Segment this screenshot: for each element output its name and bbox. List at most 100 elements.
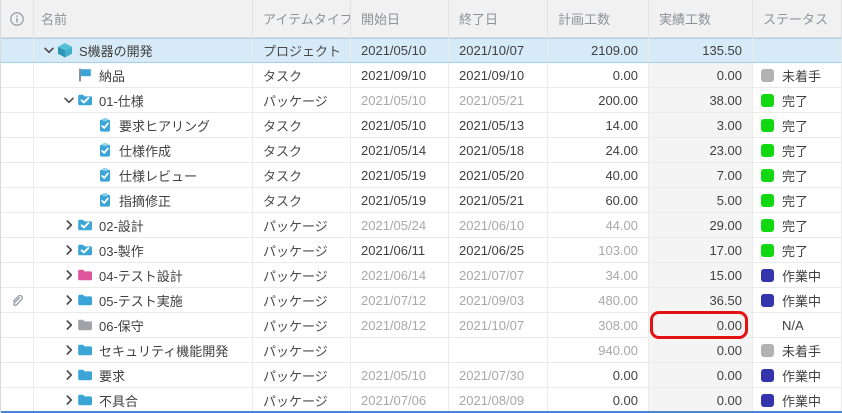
table-row[interactable]: 要求ヒアリング タスク 2021/05/10 2021/05/13 14.00 3.00 完… — [1, 113, 842, 138]
column-header-name[interactable]: 名前 — [34, 0, 253, 37]
item-name[interactable]: 指摘修正 — [119, 193, 172, 209]
item-type-cell: タスク — [253, 188, 351, 212]
table-row[interactable]: 05-テスト実施 パッケージ 2021/07/12 2021/09/03 480.00 3… — [1, 288, 842, 313]
end-date-cell: 2021/05/21 — [449, 188, 548, 212]
status-cell: 未着手 — [753, 338, 842, 362]
table-row[interactable]: 06-保守 パッケージ 2021/08/12 2021/10/07 308.00 0.00… — [1, 311, 842, 339]
start-date-cell: 2021/05/10 — [351, 38, 449, 62]
table-row[interactable]: 04-テスト設計 パッケージ 2021/06/14 2021/07/07 34.00 15… — [1, 263, 842, 288]
start-date-cell: 2021/05/14 — [351, 138, 449, 162]
row-gutter-cell — [1, 263, 34, 287]
status-color-swatch — [761, 293, 774, 307]
status-label: 完了 — [782, 118, 809, 134]
item-name-cell: 不具合 — [34, 388, 253, 412]
table-row[interactable]: 不具合 パッケージ 2021/07/06 2021/08/09 0.00 0.00 作業中 — [1, 388, 842, 413]
column-header-planned-hours[interactable]: 計画工数 — [548, 0, 649, 37]
item-name-cell: 04-テスト設計 — [34, 263, 253, 287]
table-row[interactable]: 納品 タスク 2021/09/10 2021/09/10 0.00 0.00 未着手 — [1, 63, 842, 88]
status-label: 完了 — [782, 168, 809, 184]
annotation-red-box — [650, 311, 748, 339]
status-label: 未着手 — [782, 68, 822, 84]
planned-hours-cell: 40.00 — [548, 163, 649, 187]
end-date-cell: 2021/10/07 — [449, 313, 548, 337]
row-gutter-cell — [1, 363, 34, 387]
item-name[interactable]: 03-製作 — [99, 243, 144, 259]
actual-hours-cell: 135.50 — [649, 38, 753, 62]
item-name[interactable]: 要求 — [99, 368, 126, 384]
task-clipboard-icon — [97, 117, 113, 133]
item-type-cell: パッケージ — [253, 388, 351, 412]
item-name[interactable]: 04-テスト設計 — [99, 268, 183, 284]
item-name[interactable]: 仕様作成 — [119, 143, 172, 159]
chevron-right-icon[interactable] — [61, 217, 77, 233]
end-date-cell: 2021/07/30 — [449, 363, 548, 387]
table-row[interactable]: 01-仕様 パッケージ 2021/05/10 2021/05/21 200.00 38.0… — [1, 88, 842, 113]
end-date-cell: 2021/10/07 — [449, 38, 548, 62]
bottom-scroll-bar[interactable] — [1, 411, 842, 413]
chevron-right-icon[interactable] — [61, 317, 77, 333]
chevron-right-icon[interactable] — [61, 392, 77, 408]
end-date-cell: 2021/05/21 — [449, 88, 548, 112]
chevron-right-icon[interactable] — [61, 342, 77, 358]
item-name-cell: 指摘修正 — [34, 188, 253, 212]
item-name[interactable]: 不具合 — [99, 393, 139, 409]
planned-hours-cell: 200.00 — [548, 88, 649, 112]
chevron-slot-empty — [81, 117, 97, 133]
task-clipboard-icon — [97, 192, 113, 208]
planned-hours-cell: 0.00 — [548, 363, 649, 387]
item-name[interactable]: 01-仕様 — [99, 93, 144, 109]
item-name-cell: 05-テスト実施 — [34, 288, 253, 312]
folder-blue-icon — [77, 292, 93, 308]
planned-hours-cell: 14.00 — [548, 113, 649, 137]
table-row[interactable]: 03-製作 パッケージ 2021/06/11 2021/06/25 103.00 17.0… — [1, 238, 842, 263]
folder-gray-icon — [77, 317, 93, 333]
column-header-item-type[interactable]: アイテムタイプ — [253, 0, 351, 37]
item-name-cell: 02-設計 — [34, 213, 253, 237]
column-header-actual-hours[interactable]: 実績工数 — [649, 0, 753, 37]
actual-hours-cell: 0.00 — [649, 388, 753, 412]
column-header-status[interactable]: ステータス — [753, 0, 842, 37]
attachment-paperclip-icon[interactable] — [9, 292, 25, 308]
status-color-swatch — [761, 393, 774, 407]
item-name[interactable]: 02-設計 — [99, 218, 144, 234]
column-header-start-date[interactable]: 開始日 — [351, 0, 449, 37]
status-color-swatch — [761, 243, 774, 257]
item-name[interactable]: 要求ヒアリング — [119, 118, 211, 134]
item-name[interactable]: セキュリティ機能開発 — [99, 343, 229, 359]
status-label: N/A — [782, 317, 804, 333]
item-name-cell: 03-製作 — [34, 238, 253, 262]
table-row[interactable]: セキュリティ機能開発 パッケージ 940.00 0.00 未着手 — [1, 338, 842, 363]
chevron-right-icon[interactable] — [61, 267, 77, 283]
chevron-down-icon[interactable] — [41, 42, 57, 58]
info-circle-icon[interactable] — [9, 11, 25, 27]
column-header-end-date[interactable]: 終了日 — [449, 0, 548, 37]
actual-hours-cell: 0.00 — [649, 63, 753, 87]
status-color-swatch — [761, 143, 774, 157]
table-row[interactable]: 仕様作成 タスク 2021/05/14 2021/05/18 24.00 23.00 完了 — [1, 138, 842, 163]
chevron-down-icon[interactable] — [61, 92, 77, 108]
chevron-right-icon[interactable] — [61, 242, 77, 258]
item-name[interactable]: 仕様レビュー — [119, 168, 198, 184]
status-cell — [753, 38, 842, 62]
item-name[interactable]: 06-保守 — [99, 318, 144, 334]
chevron-right-icon[interactable] — [61, 292, 77, 308]
row-gutter-cell — [1, 388, 34, 412]
planned-hours-cell: 480.00 — [548, 288, 649, 312]
item-name[interactable]: 05-テスト実施 — [99, 293, 183, 309]
planned-hours-cell: 60.00 — [548, 188, 649, 212]
chevron-right-icon[interactable] — [61, 367, 77, 383]
table-row[interactable]: 指摘修正 タスク 2021/05/19 2021/05/21 60.00 5.00 完了 — [1, 188, 842, 213]
status-label: 作業中 — [782, 393, 822, 409]
item-name[interactable]: 納品 — [99, 68, 126, 84]
status-color-swatch — [761, 118, 774, 132]
folder-check-icon — [77, 92, 93, 108]
table-row[interactable]: 仕様レビュー タスク 2021/05/19 2021/05/20 40.00 7.00 完了 — [1, 163, 842, 188]
item-name[interactable]: S機器の開発 — [79, 43, 153, 59]
start-date-cell — [351, 338, 449, 362]
task-clipboard-icon — [97, 167, 113, 183]
table-row[interactable]: 02-設計 パッケージ 2021/05/24 2021/06/10 44.00 29.00… — [1, 213, 842, 238]
table-row[interactable]: S機器の開発 プロジェクト 2021/05/10 2021/10/07 2109.00 1… — [1, 38, 842, 63]
row-gutter-cell — [1, 313, 34, 337]
status-cell: 作業中 — [753, 288, 842, 312]
table-row[interactable]: 要求 パッケージ 2021/05/10 2021/07/30 0.00 0.00 作業中 — [1, 363, 842, 388]
